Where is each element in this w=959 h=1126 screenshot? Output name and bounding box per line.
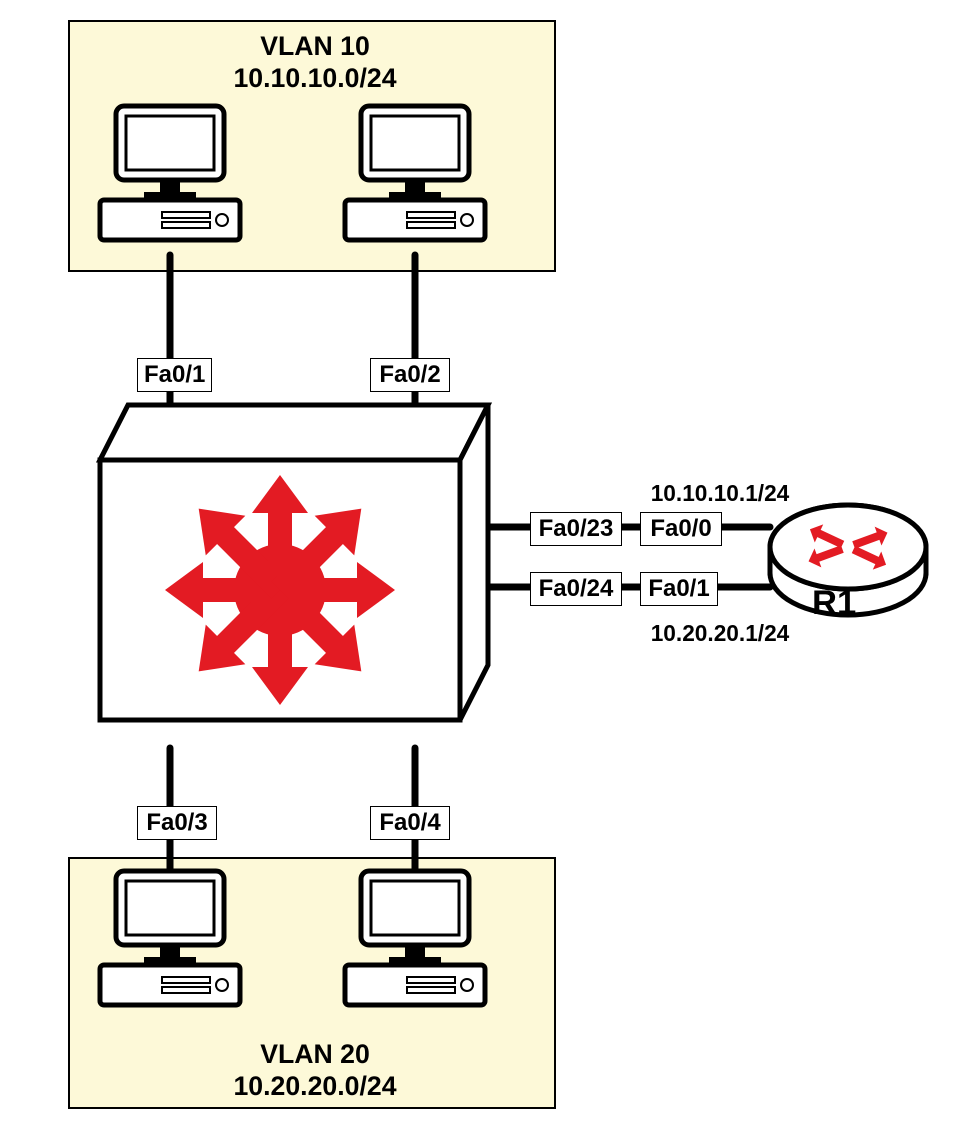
- router-label: R1: [812, 584, 856, 623]
- ip-label: 10.10.10.1/24: [600, 480, 840, 507]
- pc-icon: [345, 871, 485, 1005]
- diagram-svg: [0, 0, 959, 1126]
- vlan10-title: VLAN 10 10.10.10.0/24: [165, 30, 465, 94]
- port-label: Fa0/4: [370, 806, 450, 840]
- port-label: Fa0/1: [137, 358, 212, 392]
- vlan10-name: VLAN 10: [165, 30, 465, 62]
- vlan20-subnet: 10.20.20.0/24: [165, 1070, 465, 1102]
- vlan10-subnet: 10.10.10.0/24: [165, 62, 465, 94]
- port-label: Fa0/24: [530, 572, 622, 606]
- port-label: Fa0/3: [137, 806, 217, 840]
- pc-icon: [100, 106, 240, 240]
- vlan20-name: VLAN 20: [165, 1038, 465, 1070]
- vlan20-title: VLAN 20 10.20.20.0/24: [165, 1038, 465, 1102]
- ip-label: 10.20.20.1/24: [600, 620, 840, 647]
- port-label: Fa0/1: [640, 572, 718, 606]
- port-label: Fa0/23: [530, 512, 622, 546]
- pc-icon: [345, 106, 485, 240]
- pc-icon: [100, 871, 240, 1005]
- port-label: Fa0/2: [370, 358, 450, 392]
- network-diagram: { "canvas": { "width": 959, "height": 11…: [0, 0, 959, 1126]
- port-label: Fa0/0: [640, 512, 722, 546]
